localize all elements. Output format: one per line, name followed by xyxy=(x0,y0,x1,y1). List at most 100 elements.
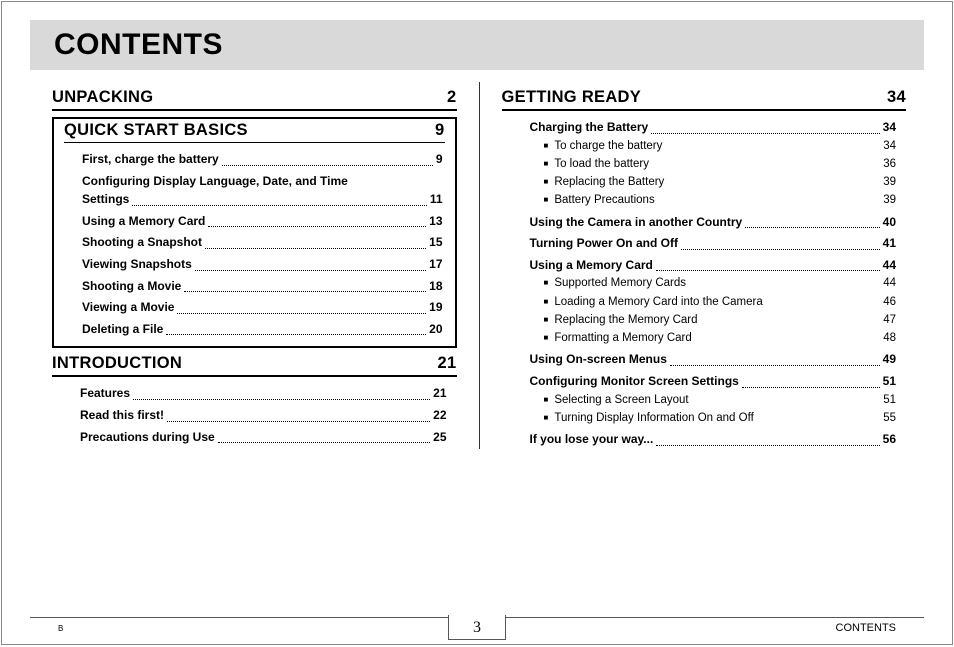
toc-entry: Features21 xyxy=(80,384,447,403)
subentry-page: 36 xyxy=(875,156,896,173)
toc-entry: Using the Camera in another Country40 xyxy=(530,213,897,232)
section-page: 21 xyxy=(438,354,457,373)
section-page: 34 xyxy=(887,88,906,107)
entry-page: 9 xyxy=(436,150,443,169)
footer-right: CONTENTS xyxy=(836,622,897,634)
dot-leader xyxy=(132,205,426,206)
toc-subentry: ■Replacing the Memory Card47 xyxy=(530,312,897,329)
dot-leader xyxy=(656,445,879,446)
entry-label: Shooting a Snapshot xyxy=(82,233,202,252)
entry-page: 17 xyxy=(429,255,442,274)
entry-page: 22 xyxy=(433,406,446,425)
dot-leader xyxy=(742,387,880,388)
subentry-page: 48 xyxy=(875,330,896,347)
bullet-icon: ■ xyxy=(544,296,549,308)
dot-leader xyxy=(651,133,879,134)
entry-page: 15 xyxy=(429,233,442,252)
dot-leader xyxy=(670,365,880,366)
toc-entry: Using a Memory Card44 xyxy=(530,256,897,275)
entries: First, charge the battery 9 Configuring Di… xyxy=(64,143,445,338)
dot-leader xyxy=(745,227,879,228)
subentry-page: 39 xyxy=(875,192,896,209)
toc-entry: Shooting a Movie18 xyxy=(82,277,443,296)
entry-label: Charging the Battery xyxy=(530,118,649,137)
subentry-label: To load the battery xyxy=(554,156,875,173)
boxed-section: QUICK START BASICS9First, charge the bat… xyxy=(52,117,457,348)
entry-label: Shooting a Movie xyxy=(82,277,181,296)
toc-entry: Precautions during Use 25 xyxy=(80,428,447,447)
subentry-page: 55 xyxy=(875,410,896,427)
bullet-icon: ■ xyxy=(544,158,549,170)
section-name: QUICK START BASICS xyxy=(64,121,248,140)
section-heading: QUICK START BASICS9 xyxy=(64,121,445,143)
entries: Features21 Read this first! 22 Precautions … xyxy=(52,377,457,446)
subentry-label: Loading a Memory Card into the Camera xyxy=(554,294,875,311)
section-heading: INTRODUCTION 21 xyxy=(52,354,457,377)
toc-entry: Using On-screen Menus 49 xyxy=(530,350,897,369)
dot-leader xyxy=(166,334,426,335)
toc-entry: Turning Power On and Off41 xyxy=(530,234,897,253)
section-name: INTRODUCTION xyxy=(52,354,182,373)
toc-entry: Configuring Display Language, Date, and … xyxy=(82,172,443,209)
entry-label: Configuring Display Language, Date, and … xyxy=(82,172,443,191)
bullet-icon: ■ xyxy=(544,394,549,406)
entry-page: 49 xyxy=(883,350,896,369)
section-heading: GETTING READY 34 xyxy=(502,88,907,111)
subentry-page: 47 xyxy=(875,312,896,329)
entry-label: Viewing Snapshots xyxy=(82,255,192,274)
toc-entry: Read this first! 22 xyxy=(80,406,447,425)
entry-label: Features xyxy=(80,384,130,403)
dot-leader xyxy=(218,442,430,443)
column-right: GETTING READY 34 Charging the Battery 34 ■ To… xyxy=(479,82,925,449)
bullet-icon: ■ xyxy=(544,332,549,344)
entry-label: Read this first! xyxy=(80,406,164,425)
entry-page: 34 xyxy=(883,118,896,137)
entry-label: If you lose your way... xyxy=(530,430,654,449)
dot-leader xyxy=(195,270,426,271)
toc-entry: Charging the Battery 34 xyxy=(530,118,897,137)
toc-subentry: ■ Turning Display Information On and Off5… xyxy=(530,410,897,427)
dot-leader xyxy=(177,313,426,314)
entry-page: 25 xyxy=(433,428,446,447)
bullet-icon: ■ xyxy=(544,176,549,188)
entry-label: Using On-screen Menus xyxy=(530,350,667,369)
entry-label: First, charge the battery xyxy=(82,150,219,169)
dot-leader xyxy=(184,291,426,292)
dot-leader xyxy=(167,421,430,422)
column-left: UNPACKING2QUICK START BASICS9First, char… xyxy=(52,82,479,449)
entry-label: Settings xyxy=(82,190,129,209)
entry-page: 56 xyxy=(883,430,896,449)
subentry-page: 51 xyxy=(875,392,896,409)
toc-subentry: ■ To load the battery36 xyxy=(530,156,897,173)
entry-page: 13 xyxy=(429,212,442,231)
section-heading: UNPACKING2 xyxy=(52,88,457,111)
dot-leader xyxy=(208,226,426,227)
entry-label: Using the Camera in another Country xyxy=(530,213,743,232)
entry-label: Deleting a File xyxy=(82,320,163,339)
section-name: GETTING READY xyxy=(502,88,642,107)
toc-entry: Configuring Monitor Screen Settings51 xyxy=(530,372,897,391)
entries: Charging the Battery34■To charge the bat… xyxy=(502,111,907,449)
toc-subentry: ■Replacing the Battery39 xyxy=(530,174,897,191)
toc-entry: If you lose your way... 56 xyxy=(530,430,897,449)
entry-label: Configuring Monitor Screen Settings xyxy=(530,372,739,391)
dot-leader xyxy=(681,249,880,250)
bullet-icon: ■ xyxy=(544,277,549,289)
page-number: 3 xyxy=(448,615,506,640)
toc-entry: Viewing a Movie19 xyxy=(82,298,443,317)
entry-page: 20 xyxy=(429,320,442,339)
toc-subentry: ■Battery Precautions39 xyxy=(530,192,897,209)
bullet-icon: ■ xyxy=(544,194,549,206)
toc-entry: Shooting a Snapshot 15 xyxy=(82,233,443,252)
entry-label: Precautions during Use xyxy=(80,428,215,447)
entry-page: 41 xyxy=(883,234,896,253)
toc-subentry: ■Loading a Memory Card into the Camera46 xyxy=(530,294,897,311)
entry-page: 19 xyxy=(429,298,442,317)
subentry-label: Turning Display Information On and Off xyxy=(554,410,875,427)
toc-subentry: ■Formatting a Memory Card48 xyxy=(530,330,897,347)
entry-page: 11 xyxy=(430,190,443,209)
toc-subentry: ■Supported Memory Cards44 xyxy=(530,275,897,292)
dot-leader xyxy=(656,270,880,271)
bullet-icon: ■ xyxy=(544,412,549,424)
dot-leader xyxy=(222,165,433,166)
